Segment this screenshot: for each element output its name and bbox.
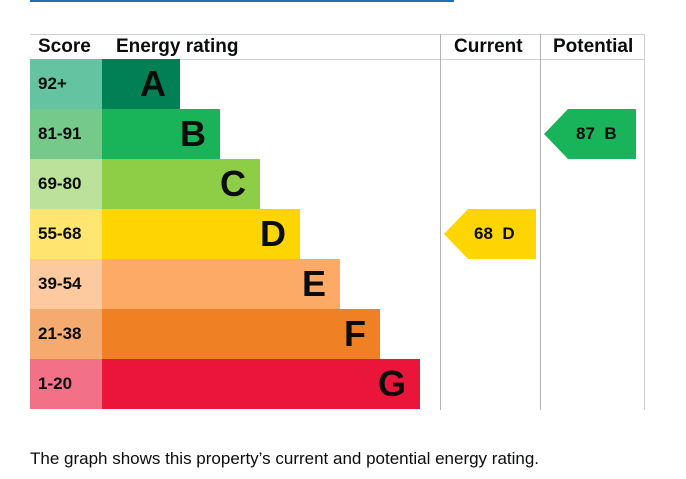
chart-caption: The graph shows this property’s current … xyxy=(30,449,540,468)
band-letter: D xyxy=(260,213,286,254)
header-potential: Potential xyxy=(553,36,634,57)
potential-rating-value: 87 xyxy=(576,124,595,143)
potential-column-divider xyxy=(540,34,541,410)
band-letter: E xyxy=(301,263,326,304)
band-bar: E xyxy=(102,259,340,309)
current-rating-value: 68 xyxy=(474,224,493,243)
energy-rating-chart: Score Energy rating Current Potential 92… xyxy=(30,34,645,410)
band-score-range: 21-38 xyxy=(30,309,102,359)
current-column-divider xyxy=(440,34,441,410)
band-letter: A xyxy=(140,63,166,104)
band-score-range: 92+ xyxy=(30,59,102,109)
top-link-underline[interactable] xyxy=(30,0,454,2)
band-score-range: 69-80 xyxy=(30,159,102,209)
potential-arrow-shape xyxy=(544,109,636,159)
band-score-range: 1-20 xyxy=(30,359,102,409)
potential-rating-arrow: 87 B xyxy=(544,109,636,159)
header-current: Current xyxy=(454,36,523,57)
band-score-range: 55-68 xyxy=(30,209,102,259)
band-bar: D xyxy=(102,209,300,259)
band-bar: G xyxy=(102,359,420,409)
band-bar: B xyxy=(102,109,220,159)
chart-frame xyxy=(30,34,645,410)
band-letter: C xyxy=(220,163,246,204)
band-bar: C xyxy=(102,159,260,209)
current-rating-label: 68 D xyxy=(474,209,515,259)
header-divider xyxy=(30,59,645,60)
band-score-range: 39-54 xyxy=(30,259,102,309)
band-letter: G xyxy=(377,363,406,404)
band-bar: A xyxy=(102,59,180,109)
potential-rating-label: 87 B xyxy=(576,109,617,159)
header-score: Score xyxy=(38,36,91,57)
band-letter: B xyxy=(180,113,206,154)
band-bar: F xyxy=(102,309,380,359)
header-energy-rating: Energy rating xyxy=(116,36,239,57)
band-letter: F xyxy=(344,313,366,354)
band-score-range: 81-91 xyxy=(30,109,102,159)
current-rating-letter: D xyxy=(502,224,515,243)
potential-rating-letter: B xyxy=(604,124,617,143)
current-rating-arrow: 68 D xyxy=(444,209,536,259)
current-arrow-shape xyxy=(444,209,536,259)
